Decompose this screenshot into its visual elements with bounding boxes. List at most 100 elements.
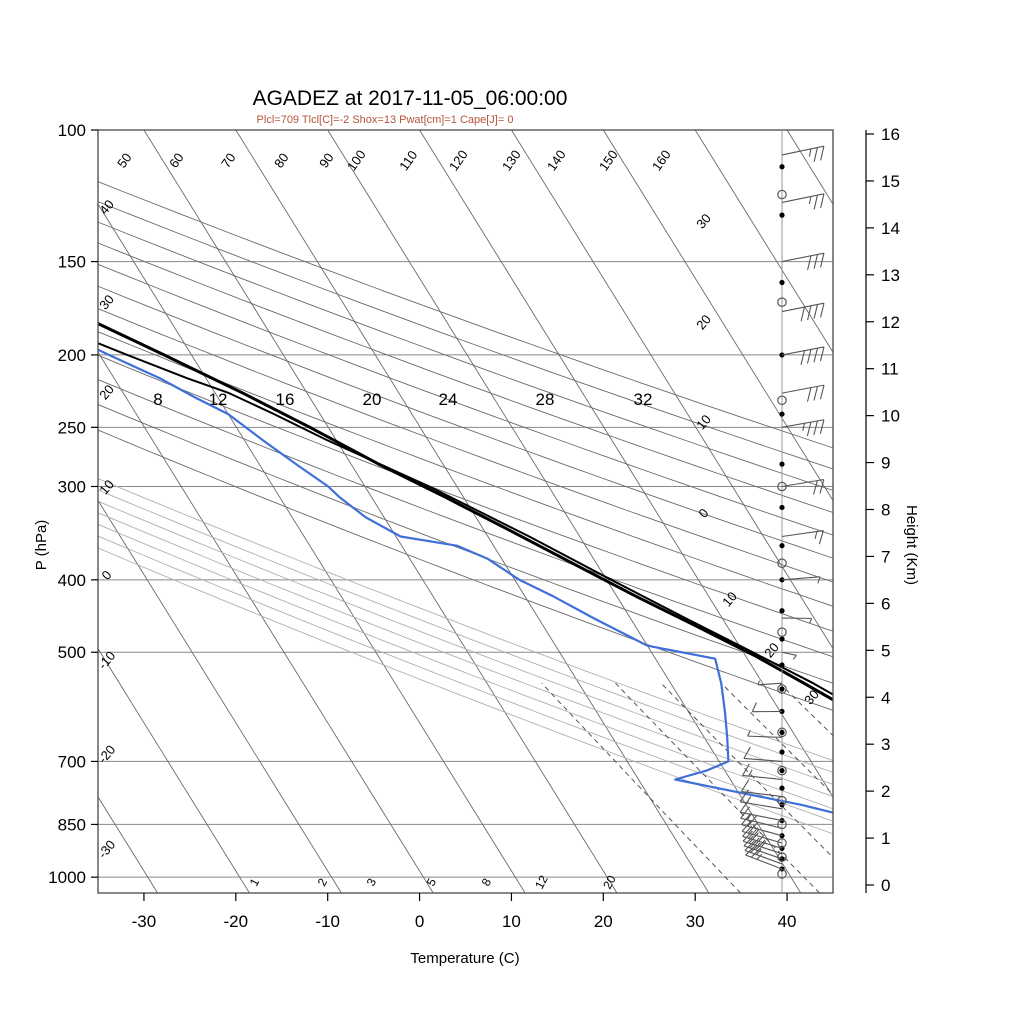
wind-level-marker <box>779 504 785 511</box>
wind-mandatory-marker <box>777 558 787 568</box>
background-grid <box>98 130 833 893</box>
wind-barb <box>781 145 825 162</box>
moist-adiabat-label: 8 <box>153 390 162 409</box>
wind-mandatory-marker <box>777 765 787 776</box>
wind-level-marker <box>779 164 785 170</box>
wind-barb <box>743 835 783 860</box>
wind-barb <box>781 346 825 365</box>
wind-barb <box>781 576 821 584</box>
wind-barb <box>744 840 783 865</box>
pressure-tick-label: 400 <box>58 571 86 590</box>
wind-barb <box>781 252 825 271</box>
wind-barb <box>751 702 783 713</box>
pressure-tick-label: 300 <box>58 477 86 496</box>
series-dewpoint <box>98 348 833 814</box>
height-tick-label: 5 <box>881 641 890 660</box>
wind-barb <box>740 779 783 798</box>
height-tick-label: 7 <box>881 547 890 566</box>
wind-barb <box>742 830 783 855</box>
pressure-tick-label: 200 <box>58 346 86 365</box>
height-tick-label: 2 <box>881 782 890 801</box>
wind-level-marker <box>779 749 785 755</box>
wind-mandatory-marker <box>777 297 787 307</box>
wind-level-marker <box>779 608 785 614</box>
y-axis-label: P (hPa) <box>33 520 50 571</box>
pressure-tick-label: 700 <box>58 752 86 771</box>
moist-adiabat-label: 12 <box>209 390 228 409</box>
wind-level-marker <box>779 543 785 549</box>
mixing-ratio-label: 20 <box>600 873 619 892</box>
wind-level-marker <box>779 767 785 774</box>
wind-level-marker <box>779 212 785 218</box>
wind-barb <box>745 845 783 870</box>
wind-mandatory-marker <box>777 627 787 637</box>
moist-adiabat-label: 24 <box>439 390 458 409</box>
dry-adiabat-label: 80 <box>271 150 292 170</box>
wind-level-marker <box>779 279 785 286</box>
height-tick-label: 13 <box>881 266 900 285</box>
moist-adiabat-label: 16 <box>276 390 295 409</box>
wind-barb <box>781 651 797 660</box>
wind-barb <box>743 746 783 762</box>
pressure-tick-label: 150 <box>58 253 86 272</box>
height-tick-label: 1 <box>881 829 890 848</box>
temperature-tick-label: 10 <box>502 912 521 931</box>
wind-barb <box>781 302 825 322</box>
moist-adiabat-label: 20 <box>363 390 382 409</box>
temperature-tick-label: 20 <box>594 912 613 931</box>
wind-level-marker <box>779 662 785 668</box>
wind-mandatory-marker <box>777 395 787 406</box>
wind-level-marker <box>779 461 785 467</box>
height-tick-label: 8 <box>881 501 890 520</box>
height-tick-label: 10 <box>881 407 900 426</box>
wind-level-marker <box>779 411 785 417</box>
temperature-tick-label: 40 <box>778 912 797 931</box>
wind-mandatory-marker <box>777 869 787 879</box>
temperature-tick-label: -20 <box>224 912 249 931</box>
wind-barb <box>781 193 825 210</box>
height-tick-label: 4 <box>881 688 890 707</box>
height-tick-label: 0 <box>881 876 890 895</box>
temperature-axis: -30 -20 -10 0 10 20 30 40 <box>132 893 797 931</box>
wind-barb <box>757 680 783 686</box>
series-parcel-path <box>98 321 833 702</box>
x-axis-label: Temperature (C) <box>410 950 519 967</box>
wind-barb <box>742 763 783 781</box>
temperature-tick-label: 30 <box>686 912 705 931</box>
wind-mandatory-marker <box>777 727 787 738</box>
height-tick-label: 11 <box>881 360 899 379</box>
pressure-tick-label: 1000 <box>48 868 86 887</box>
wind-level-marker <box>779 686 785 692</box>
height-tick-label: 16 <box>881 125 900 144</box>
pressure-tick-label: 250 <box>58 418 86 437</box>
mixing-ratio-label: 12 <box>532 873 551 892</box>
height-tick-label: 12 <box>881 313 900 332</box>
wind-barb <box>781 478 825 495</box>
pressure-tick-label: 100 <box>58 121 86 140</box>
height-tick-label: 15 <box>881 172 900 191</box>
wind-level-marker <box>779 636 785 642</box>
wind-mandatory-marker <box>777 189 787 200</box>
wind-barb <box>781 530 824 545</box>
height-tick-label: 6 <box>881 594 890 613</box>
dry-adiabat-label: 50 <box>114 150 135 170</box>
wind-mandatory-marker <box>777 838 787 848</box>
wind-barb <box>747 730 783 738</box>
pressure-axis: 100 150 200 250 300 400 500 700 850 1000 <box>48 121 98 887</box>
sounding-indices: Plcl=709 Tlcl[C]=-2 Shox=13 Pwat[cm]=1 C… <box>257 114 514 126</box>
wind-barb <box>781 617 813 624</box>
pressure-tick-label: 850 <box>58 815 86 834</box>
moist-adiabat-label: 28 <box>536 390 555 409</box>
wind-mandatory-marker <box>777 481 787 492</box>
height-tick-label: 14 <box>881 219 900 238</box>
dry-adiabat-label: 70 <box>218 150 239 170</box>
y2-axis-label: Height (Km) <box>903 505 920 585</box>
wind-barb <box>781 384 825 402</box>
dry-adiabat-label: 60 <box>166 150 187 170</box>
temperature-tick-label: -10 <box>315 912 340 931</box>
height-tick-label: 9 <box>881 454 890 473</box>
height-tick-label: 3 <box>881 735 890 754</box>
